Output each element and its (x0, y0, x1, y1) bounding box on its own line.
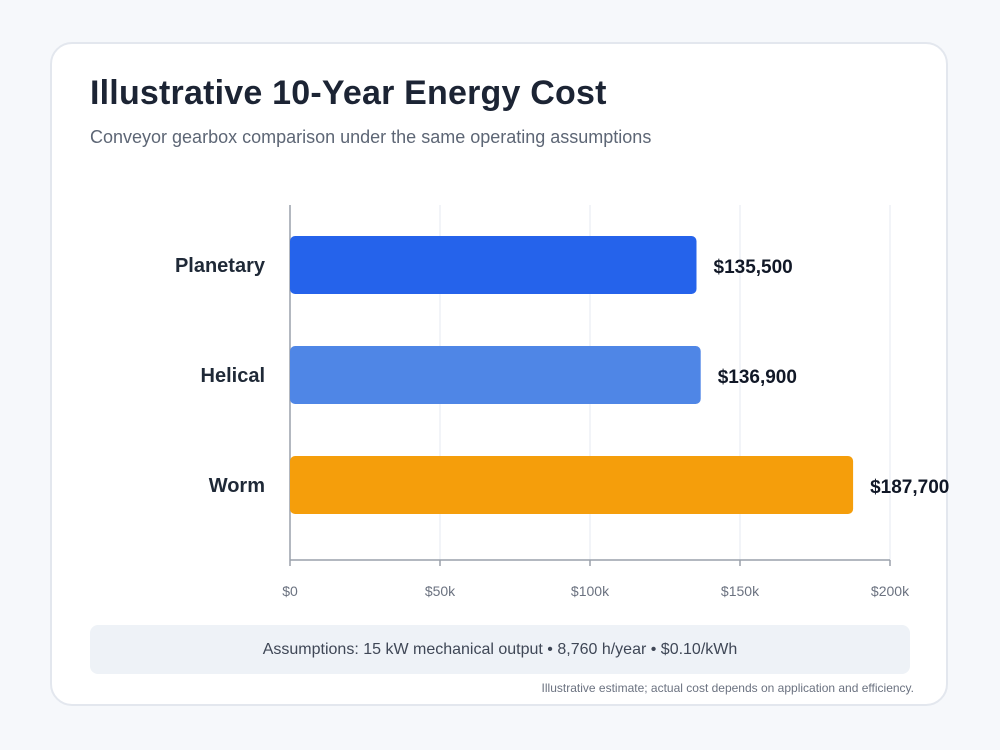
assumptions-banner: Assumptions: 15 kW mechanical output • 8… (90, 625, 910, 674)
value-label: $135,500 (714, 257, 793, 278)
x-tick-label: $50k (425, 583, 456, 599)
category-label: Worm (209, 475, 265, 497)
assumptions-text: Assumptions: 15 kW mechanical output • 8… (262, 640, 738, 658)
category-label: Planetary (175, 255, 266, 277)
value-label: $136,900 (718, 367, 797, 388)
footnote: Illustrative estimate; actual cost depen… (541, 681, 914, 695)
chart-subtitle: Conveyor gearbox comparison under the sa… (90, 127, 652, 147)
bar-helical (290, 346, 701, 404)
value-label: $187,700 (870, 477, 949, 498)
x-tick-label: $100k (571, 583, 610, 599)
category-label: Helical (201, 365, 265, 387)
x-tick-label: $150k (721, 583, 760, 599)
x-tick-label: $0 (282, 583, 298, 599)
chart-title: Illustrative 10-Year Energy Cost (90, 74, 607, 112)
x-tick-label: $200k (871, 583, 910, 599)
bar-worm (290, 456, 854, 514)
bar-planetary (290, 236, 697, 294)
